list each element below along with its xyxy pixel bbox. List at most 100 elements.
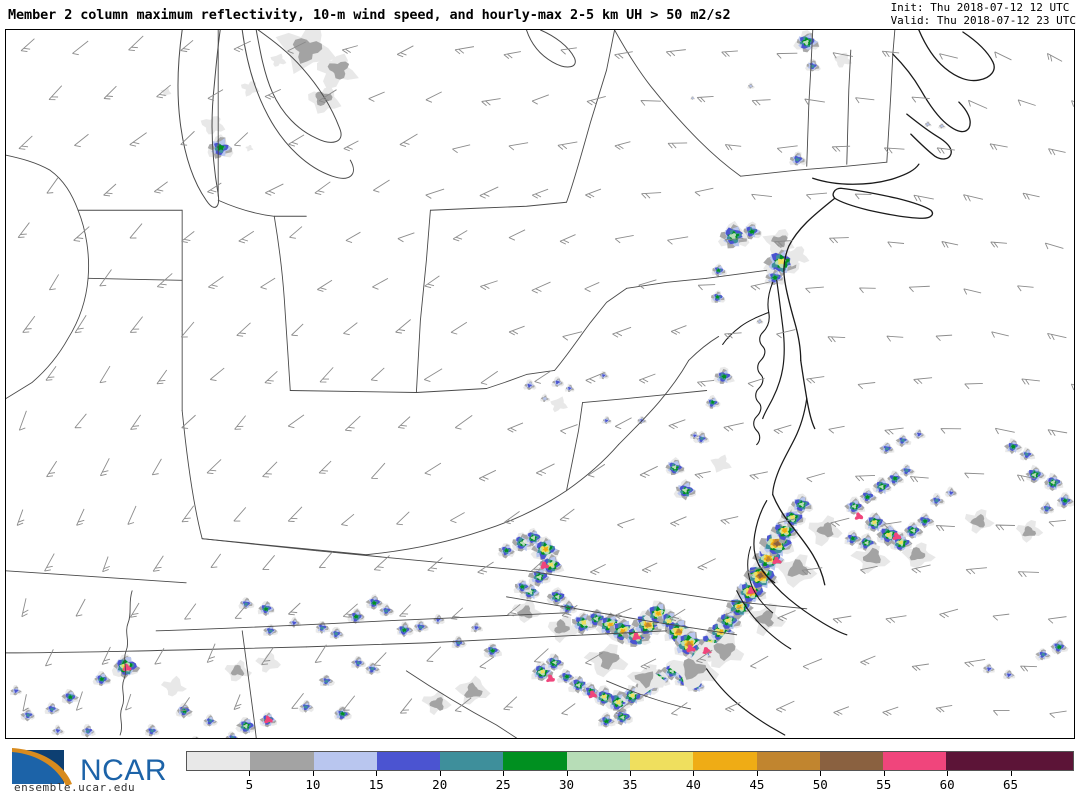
wind-barb: [288, 602, 301, 616]
wind-barb: [911, 564, 931, 574]
colorbar-tick-label: 20: [432, 777, 448, 792]
wind-barb: [801, 567, 823, 575]
colorbar-tick-mark: [820, 771, 822, 776]
colorbar-tick-label: 60: [939, 777, 955, 792]
wind-barb: [617, 518, 635, 529]
wind-barb: [557, 141, 578, 150]
reflectivity-cell-ring: [615, 700, 621, 705]
wind-barb: [854, 193, 872, 200]
colorbar-segment-35: [566, 752, 630, 770]
reflectivity-cell-ring: [601, 694, 607, 699]
wind-barb: [802, 658, 823, 670]
reflectivity-cell-ring: [1056, 644, 1062, 649]
wind-barb: [776, 700, 795, 713]
map-boundary: [405, 670, 517, 738]
reflectivity-cell-ring: [898, 540, 904, 545]
wind-barb: [479, 186, 499, 199]
wind-barb: [102, 556, 110, 573]
reflectivity-cell-ring: [542, 396, 548, 401]
colorbar-segment-20: [376, 752, 441, 770]
map-boundary: [554, 287, 628, 371]
wind-barb: [911, 663, 929, 671]
reflectivity-cell-ring: [324, 679, 329, 684]
wind-barb: [344, 415, 361, 432]
reflectivity-cell-ring: [540, 669, 546, 674]
map-boundary: [201, 538, 367, 556]
reflectivity-cell-ring: [1007, 673, 1012, 677]
colorbar[interactable]: [186, 751, 1074, 771]
wind-barb: [450, 512, 465, 524]
wind-barb: [828, 425, 845, 434]
wind-barb: [939, 608, 959, 619]
wind-barb: [507, 422, 524, 433]
wind-barb: [859, 287, 876, 294]
reflectivity-cell-ring: [721, 374, 727, 379]
wind-barb: [559, 234, 576, 245]
wind-barb: [99, 269, 112, 287]
wind-barb: [829, 237, 849, 244]
wind-barb: [399, 133, 418, 147]
reflectivity-cell-ring: [758, 320, 762, 323]
wind-barb: [641, 562, 658, 574]
wind-barb: [857, 382, 876, 390]
reflectivity-cell-ring: [772, 275, 778, 280]
wind-barb: [103, 183, 117, 197]
wind-barb: [372, 277, 389, 290]
reflectivity-cell-ring: [949, 491, 954, 495]
updraft-helicity-swath: [892, 532, 902, 541]
wind-barb: [1047, 332, 1067, 341]
colorbar-segment-10: [250, 752, 314, 770]
reflectivity-cell-ring: [149, 728, 155, 733]
wind-barb: [206, 643, 216, 663]
wind-barb: [341, 45, 358, 54]
wind-barb: [396, 45, 414, 58]
wind-barb: [46, 460, 58, 478]
wind-barb: [345, 231, 361, 244]
map-boundary: [614, 30, 742, 177]
wind-barb: [260, 277, 276, 290]
wind-barb: [911, 96, 930, 103]
wind-barb: [697, 558, 716, 571]
reflectivity-cell-ring: [749, 229, 755, 234]
map-boundary: [740, 161, 888, 177]
wind-barb: [935, 705, 953, 713]
wind-barb: [1022, 192, 1040, 200]
wind-barb: [531, 94, 549, 105]
reflectivity-cell-ring: [884, 446, 890, 451]
wind-barb: [264, 88, 282, 100]
reflectivity-cell-ring: [243, 602, 249, 607]
wind-barb: [560, 47, 577, 55]
updraft-helicity-swath: [545, 674, 555, 683]
wind-barb: [964, 658, 986, 668]
wind-barb: [99, 458, 110, 477]
wind-barb: [45, 649, 54, 667]
map-boundary: [365, 444, 620, 556]
map-boundary: [566, 30, 616, 203]
reflectivity-cell-ring: [878, 484, 884, 490]
map-canvas[interactable]: [6, 30, 1074, 738]
wind-barb: [724, 238, 744, 245]
wind-barb: [156, 369, 168, 385]
wind-barb: [291, 692, 304, 709]
reflectivity-cell-ring: [25, 713, 31, 718]
wind-barb: [424, 462, 442, 476]
wind-barb: [587, 463, 606, 478]
reflectivity-cell-ring: [681, 488, 688, 493]
wind-barb: [480, 370, 499, 385]
wind-barb: [233, 507, 247, 522]
reflectivity-cell-ring: [886, 532, 892, 538]
colorbar-segment-15: [313, 752, 377, 770]
reflectivity-cell-ring: [900, 438, 906, 443]
wind-barb: [508, 142, 529, 151]
reflectivity-stratiform-patch: [784, 246, 810, 267]
colorbar-tick-label: 50: [812, 777, 828, 792]
reflectivity-stratiform-patch: [970, 513, 985, 528]
wind-barb: [667, 236, 689, 245]
wind-barb: [913, 377, 933, 385]
map-panel[interactable]: [5, 29, 1075, 739]
reflectivity-cell-ring: [303, 705, 309, 709]
wind-barb: [964, 382, 983, 390]
colorbar-tick-label: 55: [876, 777, 892, 792]
updraft-helicity-swath: [264, 715, 273, 724]
reflectivity-cell-ring: [1024, 452, 1029, 457]
